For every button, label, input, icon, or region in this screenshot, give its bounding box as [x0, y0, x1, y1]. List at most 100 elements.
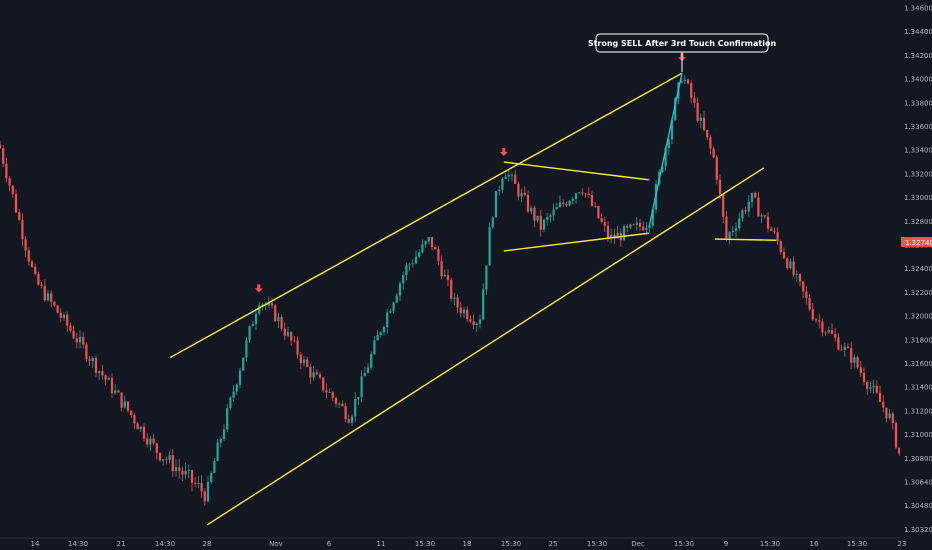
- candle-body: [578, 192, 581, 194]
- projection-line[interactable]: [648, 73, 683, 228]
- candle-body: [424, 241, 427, 245]
- candle-body: [638, 222, 642, 227]
- candle-body: [318, 374, 322, 378]
- candle-body: [219, 438, 222, 443]
- candle-body: [325, 390, 328, 393]
- candle-body: [126, 401, 130, 411]
- candle-body: [98, 371, 101, 373]
- candle-body: [706, 129, 709, 138]
- down-arrow-icon: [254, 284, 263, 293]
- candle-body: [181, 470, 184, 475]
- price-tick-label: 1.34200: [904, 52, 932, 60]
- candle-body: [539, 215, 542, 230]
- candle-body: [562, 202, 565, 204]
- candle-body: [382, 327, 386, 333]
- candle-body: [600, 218, 603, 222]
- candle-body: [315, 372, 318, 375]
- price-tick-label: 1.30480: [904, 502, 932, 510]
- candle-body: [184, 470, 187, 475]
- price-tick-label: 1.33000: [904, 194, 932, 202]
- candle-body: [114, 390, 117, 394]
- candle-body: [46, 293, 50, 301]
- time-tick-label: 14:30: [155, 540, 175, 548]
- candle-body: [661, 166, 664, 172]
- trendline-support[interactable]: [714, 238, 777, 241]
- candle-body: [597, 206, 600, 219]
- candle-body: [725, 216, 728, 239]
- candle-body: [238, 370, 242, 385]
- candle-body: [210, 472, 213, 483]
- candle-body: [821, 321, 824, 333]
- trendline-triangle-lower[interactable]: [503, 232, 650, 252]
- candle-body: [850, 348, 853, 363]
- candle-body: [862, 372, 866, 382]
- candle-body: [738, 218, 741, 229]
- candle-body: [414, 256, 418, 264]
- time-axis[interactable]: 14 14:30 21 14:30 28 Nov 6 11 15:30 18 15:30 25 15:3…: [0, 537, 932, 550]
- time-tick-label: 23: [898, 540, 907, 548]
- candle-body: [56, 305, 59, 313]
- candle-body: [766, 216, 770, 229]
- candle-body: [88, 359, 91, 361]
- candle-body: [331, 392, 334, 398]
- candle-body: [837, 337, 840, 350]
- candle-body: [232, 391, 235, 398]
- candle-body: [523, 192, 526, 195]
- price-tick-label: 1.32200: [904, 289, 932, 297]
- candle-body: [686, 79, 690, 84]
- candle-body: [194, 482, 197, 484]
- candle-body: [158, 452, 162, 461]
- candle-body: [741, 210, 744, 219]
- candle-body: [629, 224, 632, 228]
- candle-body: [248, 326, 251, 341]
- candle-body: [293, 340, 296, 342]
- candle-body: [258, 305, 261, 314]
- trendline-triangle-upper[interactable]: [503, 161, 650, 181]
- price-tick-label: 1.31800: [904, 336, 932, 344]
- last-price-tag-text: 1.32740: [905, 239, 932, 247]
- candle-body: [626, 226, 629, 228]
- price-axis[interactable]: 1.34600 1.34400 1.34200 1.34000 1.33800 1.336…: [900, 0, 932, 538]
- candle-body: [469, 319, 472, 322]
- candle-body: [632, 224, 635, 226]
- candle-body: [683, 79, 686, 82]
- drawings-layer[interactable]: [169, 72, 777, 526]
- candle-body: [334, 397, 338, 404]
- candle-body: [270, 303, 274, 306]
- candle-body: [702, 117, 706, 130]
- candle-body: [533, 207, 536, 221]
- candle-body: [437, 249, 440, 262]
- trendline-channel-lower[interactable]: [206, 167, 765, 526]
- price-tick-label: 1.33200: [904, 170, 932, 178]
- sell-callout[interactable]: Strong SELL After 3rd Touch Confirmation: [588, 33, 777, 72]
- candle-body: [859, 367, 862, 373]
- candle-body: [478, 319, 482, 324]
- candle-body: [174, 467, 178, 472]
- candle-body: [664, 148, 667, 167]
- candle-body: [610, 234, 613, 239]
- time-tick-label: 21: [117, 540, 126, 548]
- candle-body: [690, 83, 693, 98]
- candle-body: [373, 340, 376, 355]
- candle-body: [216, 442, 219, 461]
- time-tick-label: 14:30: [68, 540, 88, 548]
- candle-body: [251, 324, 254, 327]
- candle-body: [133, 415, 136, 424]
- candle-body: [360, 376, 363, 398]
- candle-body: [866, 381, 869, 389]
- candle-body: [66, 314, 69, 326]
- candle-body: [552, 209, 555, 216]
- trendline-channel-upper[interactable]: [169, 72, 683, 359]
- time-tick-label: 6: [327, 540, 332, 548]
- candle-body: [504, 176, 507, 180]
- candle-body: [834, 333, 837, 338]
- candle-body: [386, 312, 389, 328]
- candle-body: [792, 261, 795, 275]
- candle-body: [290, 332, 293, 341]
- candle-body: [546, 217, 549, 220]
- candle-body: [376, 335, 379, 341]
- candle-body: [165, 459, 168, 461]
- candle-body: [309, 366, 312, 378]
